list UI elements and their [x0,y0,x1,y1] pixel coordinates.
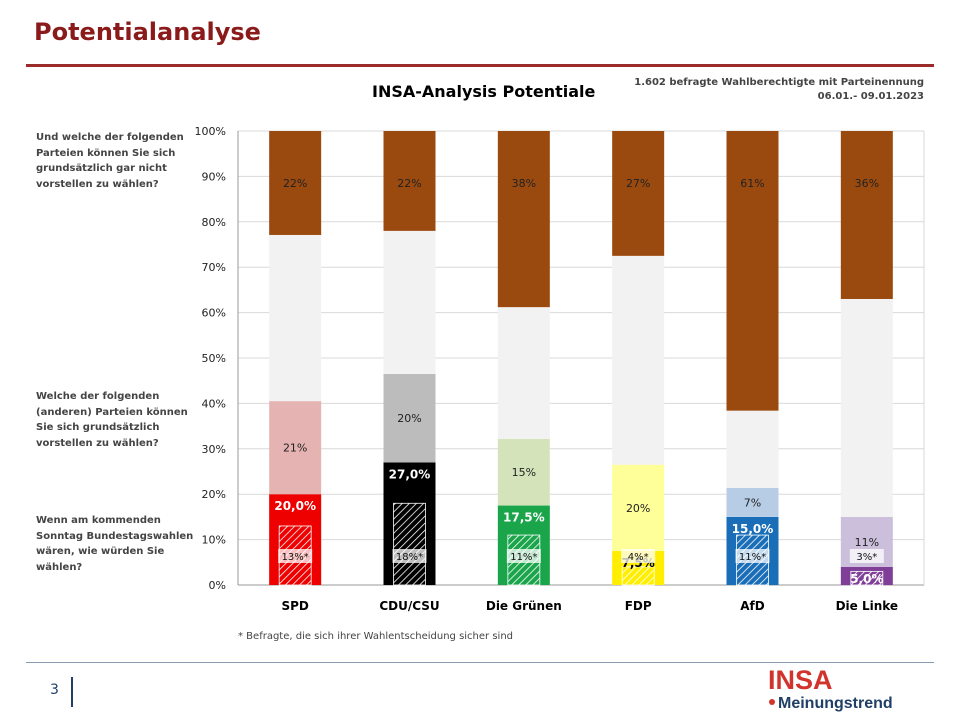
insa-logo: INSA Meinungstrend [768,665,893,712]
sure-voters-label: 11%* [739,552,766,563]
never-label: 27% [626,177,650,190]
bar-never [612,131,665,256]
y-tick-label: 60% [202,307,226,320]
survey-dates-text: 06.01.- 09.01.2023 [817,91,924,102]
bar-sure-voters [393,502,426,586]
bar-potential [269,401,322,495]
x-category-label: Die Grünen [486,599,562,613]
potential-label: 7% [744,496,761,509]
sure-voters-label: 11%* [510,552,537,563]
question-never-vote: Und welche der folgenden Parteien können… [36,132,184,190]
bar-undecided [497,307,550,439]
bar-never [383,131,436,231]
never-label: 22% [397,177,421,190]
sure-voters-label: 3%* [856,552,877,563]
potential-label: 20% [626,502,650,515]
y-tick-label: 20% [202,488,226,501]
logo-meinungstrend-text: Meinungstrend [778,695,893,712]
sure-voters-label-bg [506,549,541,563]
question-could-vote: Welche der folgenden (anderen) Parteien … [36,391,188,449]
sure-voters-label-bg [392,549,427,563]
y-tick-label: 90% [202,170,226,183]
bar-potential [612,464,665,551]
y-tick-label: 100% [195,125,226,138]
sure-voters-label: 13%* [282,552,309,563]
sure-voters-label-bg [849,549,884,563]
y-tick-label: 80% [202,216,226,229]
bar-potential [497,438,550,506]
potential-label: 15% [512,466,536,479]
footnote: * Befragte, die sich ihrer Wahlentscheid… [238,631,514,642]
bar-never [726,131,779,411]
bar-undecided [726,410,779,488]
footer-divider [26,662,934,663]
never-label: 61% [740,177,764,190]
y-tick-label: 70% [202,261,226,274]
sure-voters-label-bg [735,549,770,563]
bar-sure-voters [850,570,884,586]
bar-never [840,131,893,299]
vote-share-label: 15,0% [732,522,774,536]
title-divider [26,64,934,67]
y-tick-label: 0% [209,579,226,592]
vote-share-label: 17,5% [503,511,545,525]
chart-title: INSA-Analysis Potentiale [372,82,596,101]
potential-label: 11% [855,536,879,549]
question-sunday-vote: Wenn am kommenden Sonntag Bundestagswahl… [36,515,194,573]
y-tick-label: 10% [202,534,226,547]
x-category-label: CDU/CSU [379,599,439,613]
logo-dot [769,699,775,705]
y-tick-label: 50% [202,352,226,365]
never-label: 38% [512,177,536,190]
bar-undecided [383,230,436,374]
page-number: 3 [50,682,59,698]
sample-size-text: 1.602 befragte Wahlberechtigte mit Parte… [634,77,924,88]
bar-undecided [612,255,665,465]
y-tick-label: 40% [202,397,226,410]
sure-voters-label-bg [278,549,313,563]
bar-undecided [269,234,322,402]
bar-sure-voters [621,566,655,586]
x-category-label: FDP [625,599,652,613]
bar-potential [726,487,779,517]
logo-insa-text: INSA [768,665,833,695]
sure-voters-label: 18%* [396,552,423,563]
survey-info: 1.602 befragte Wahlberechtigte mit Parte… [634,76,924,104]
never-label: 36% [855,177,879,190]
page-title: Potentialanalyse [34,18,261,46]
bar-potential [383,373,436,463]
potential-label: 21% [283,442,307,455]
vote-share-label: 20,0% [274,499,316,513]
vote-share-label: 27,0% [389,467,431,481]
never-label: 22% [283,177,307,190]
x-category-label: Die Linke [836,599,899,613]
vote-share-label: 5,0% [850,572,883,586]
sure-voters-label: 4%* [628,552,649,563]
x-category-label: SPD [281,599,308,613]
bar-undecided [840,298,893,517]
bar-never [269,131,322,235]
x-category-label: AfD [740,599,765,613]
sure-voters-label-bg [621,549,656,563]
page-number-bar [71,677,73,707]
stacked-bar-chart: 20,0% 21% 22% 13%* 27,0% 20% 22% 18%* 17,5% 15% 38… [195,125,925,613]
bar-never [497,131,550,308]
potential-label: 20% [397,412,421,425]
y-tick-label: 30% [202,443,226,456]
